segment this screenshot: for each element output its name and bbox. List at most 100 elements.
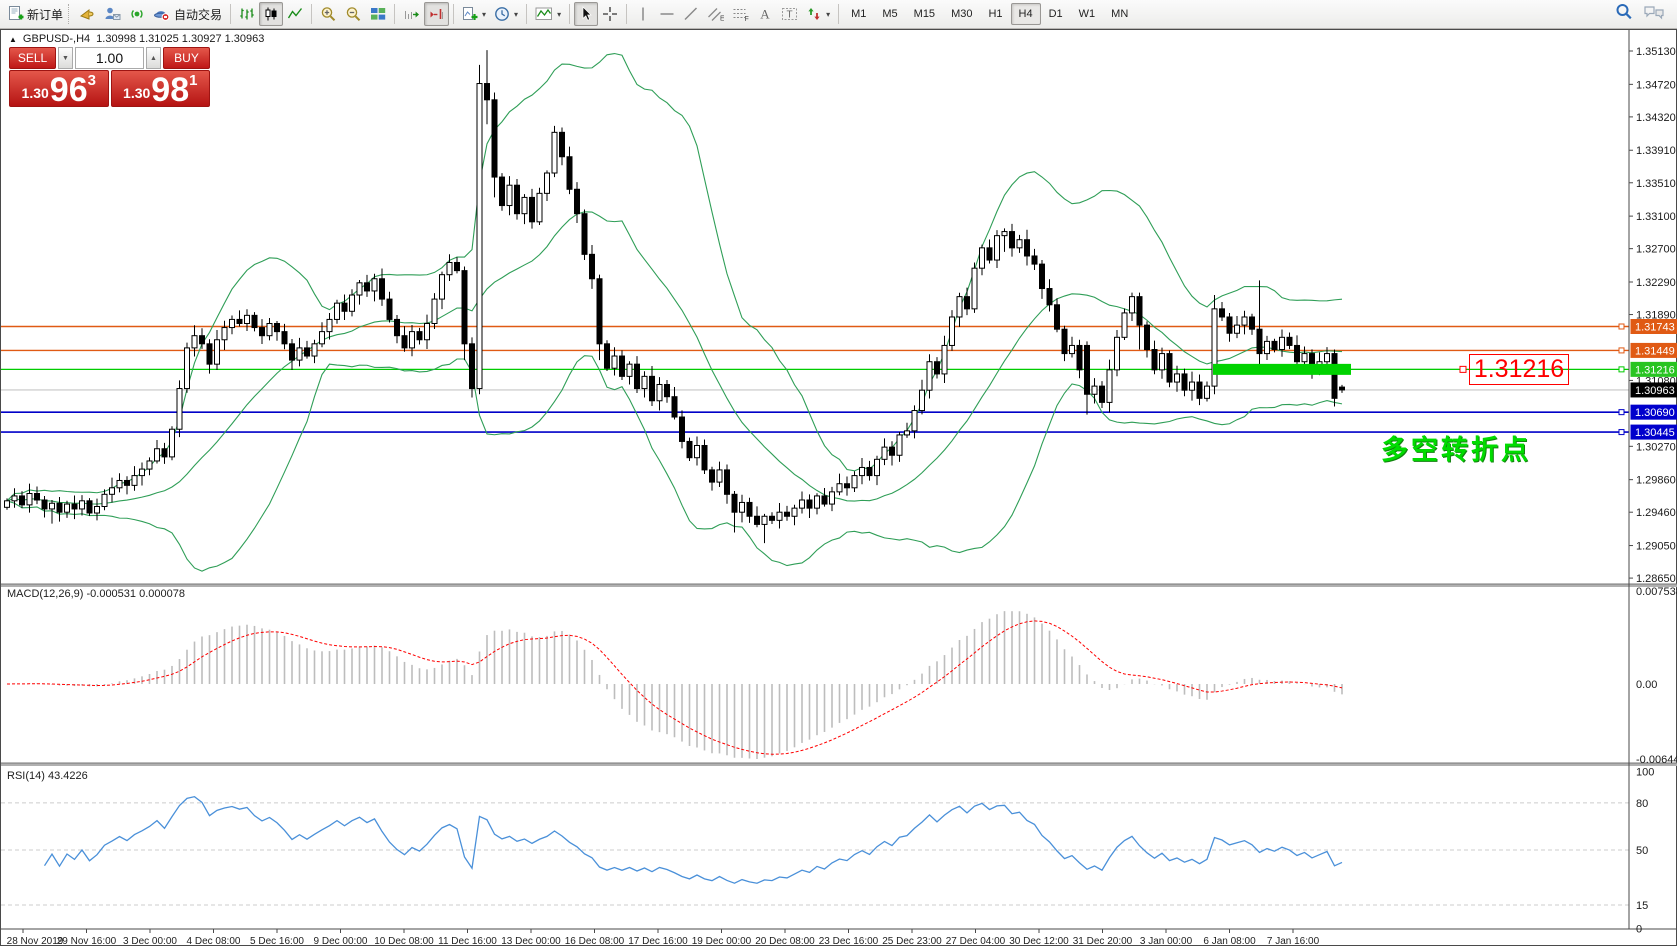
price-callout-box[interactable]: 1.31216 [1469,354,1569,385]
tf-d1-button[interactable]: D1 [1048,8,1063,20]
channel-icon: E [707,6,724,22]
one-click-trade-panel: SELL ▼ ▲ BUY 1.30 96 3 1.30 98 1 [9,47,210,107]
candlestick-chart-button[interactable] [259,2,284,26]
svg-text:100: 100 [1636,767,1654,779]
sell-price-button[interactable]: 1.30 96 3 [9,70,109,107]
indicators-icon [535,6,553,22]
channel-button[interactable]: E [703,2,728,26]
tf-m30-button[interactable]: M30 [951,8,973,20]
svg-text:0.007538: 0.007538 [1636,586,1677,598]
chart-objects-layer[interactable] [1213,363,1467,375]
svg-text:10 Dec 08:00: 10 Dec 08:00 [374,936,434,946]
chart-shift-icon [428,6,445,22]
tf-m5-button[interactable]: M5 [882,8,898,20]
svg-text:1.28650: 1.28650 [1636,573,1676,585]
tf-mn-button[interactable]: MN [1111,8,1129,20]
text-button[interactable]: A [753,2,777,26]
autotrading-button[interactable]: 自动交易 [149,2,226,26]
tile-windows-icon [370,6,386,22]
autotrading-label: 自动交易 [174,7,223,22]
tf-h4-button[interactable]: H4 [1010,3,1041,25]
auto-scroll-button[interactable] [399,2,424,26]
rsi-label: RSI(14) 43.4226 [7,770,88,782]
price-axis[interactable]: 1.35130 1.34720 1.34320 1.33910 1.33510 1.331… [1629,46,1677,936]
horizontal-lines-layer[interactable] [1,323,1629,436]
svg-text:23 Dec 16:00: 23 Dec 16:00 [819,936,879,946]
tf-m1-button[interactable]: M1 [851,8,867,20]
svg-text:9 Dec 00:00: 9 Dec 00:00 [314,936,368,946]
one-click-toggle-icon[interactable]: ▲ [9,34,17,44]
auto-scroll-icon [403,6,420,22]
tf-m15-button[interactable]: M15 [913,8,936,20]
turning-point-note[interactable]: 多空转折点 [1381,435,1531,465]
toolbar-separator [569,4,571,24]
signals-button[interactable] [125,2,149,26]
svg-text:19 Dec 00:00: 19 Dec 00:00 [692,936,752,946]
fibonacci-button[interactable]: F [728,2,753,26]
svg-text:80: 80 [1636,798,1648,810]
svg-text:1.30445: 1.30445 [1635,427,1675,439]
fibonacci-icon: F [732,6,749,22]
bar-chart-button[interactable] [235,2,259,26]
zoom-out-icon [345,6,362,22]
chart-canvas[interactable]: 1.35130 1.34720 1.34320 1.33910 1.33510 1.331… [1,30,1677,946]
svg-text:4 Dec 08:00: 4 Dec 08:00 [187,936,241,946]
alerts-button[interactable] [75,2,100,26]
svg-text:A: A [760,7,770,22]
tf-w1-button[interactable]: W1 [1078,8,1096,20]
autotrade-hat-icon [153,6,171,22]
zoom-in-button[interactable] [316,2,341,26]
buy-price-button[interactable]: 1.30 98 1 [110,70,210,107]
svg-text:1.29050: 1.29050 [1636,541,1676,553]
new-order-button[interactable]: 新订单 [4,2,67,26]
arrows-button[interactable]: ▾ [802,2,834,26]
new-order-icon [8,6,24,22]
indicators-button[interactable]: ▾ [531,2,565,26]
svg-text:1.32700: 1.32700 [1636,244,1676,256]
svg-text:15: 15 [1636,900,1648,912]
buy-button[interactable]: BUY [163,47,210,69]
vertical-line-button[interactable] [631,2,655,26]
toolbar-separator [311,4,313,24]
svg-text:1.30963: 1.30963 [1635,385,1675,397]
chart-shift-button[interactable] [424,2,450,26]
clock-icon [494,6,510,22]
volume-input[interactable] [75,47,144,69]
toolbar-separator [230,4,232,24]
chart-header: ▲ GBPUSD-,H4 1.30998 1.31025 1.30927 1.3… [9,33,264,45]
sell-button[interactable]: SELL [9,47,56,69]
community-button[interactable] [100,2,125,26]
svg-text:T: T [787,10,793,21]
volume-down-button[interactable]: ▼ [58,47,73,69]
svg-text:30 Dec 12:00: 30 Dec 12:00 [1009,936,1069,946]
tile-windows-button[interactable] [366,2,390,26]
chat-icon[interactable] [1643,4,1665,25]
toolbar-separator [394,4,396,24]
zoom-out-button[interactable] [341,2,366,26]
svg-text:1.31890: 1.31890 [1636,310,1676,322]
horizontal-line-icon [659,6,675,22]
svg-text:E: E [720,16,724,23]
new-chart-button[interactable]: ▾ [458,2,490,26]
svg-text:6 Jan 08:00: 6 Jan 08:00 [1203,936,1256,946]
buy-price-big: 98 [151,71,190,107]
trendline-button[interactable] [679,2,703,26]
period-clock-button[interactable]: ▾ [490,2,522,26]
tf-h1-button[interactable]: H1 [988,8,1003,20]
svg-text:31 Dec 20:00: 31 Dec 20:00 [1073,936,1133,946]
line-chart-button[interactable] [283,2,307,26]
trendline-icon [683,6,699,22]
volume-up-button[interactable]: ▲ [146,47,161,69]
cursor-button[interactable] [574,2,599,26]
candlestick-icon [263,6,279,22]
search-icon[interactable] [1615,3,1633,25]
sell-price-sup: 3 [87,72,96,89]
text-label-button[interactable]: T [777,2,802,26]
crosshair-button[interactable] [598,2,622,26]
svg-text:1.35130: 1.35130 [1636,46,1676,58]
horizontal-line-button[interactable] [655,2,679,26]
svg-text:50: 50 [1636,845,1648,857]
svg-text:1.33910: 1.33910 [1636,145,1676,157]
svg-text:1.33510: 1.33510 [1636,178,1676,190]
